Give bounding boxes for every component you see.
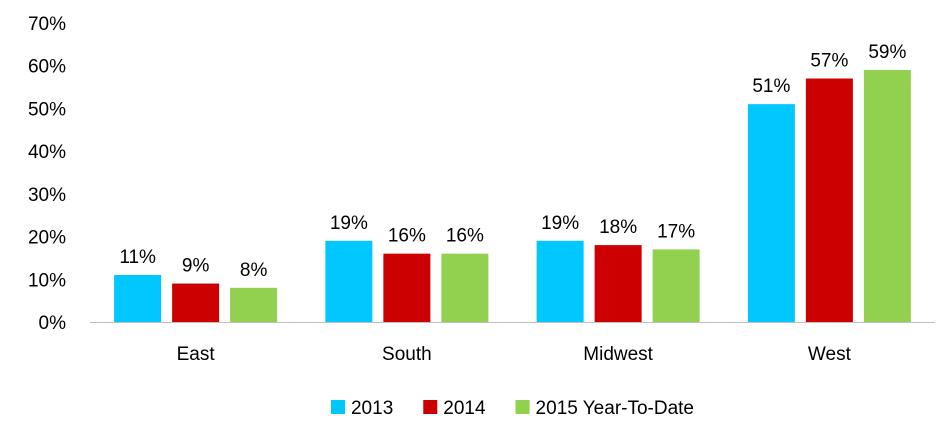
y-axis: 0% 10% 20% 30% 40% 50% 60% 70% [28, 14, 66, 334]
bar-west-2013 [747, 104, 795, 323]
x-category-label: West [808, 344, 852, 365]
y-tick-label: 40% [28, 142, 66, 163]
legend: 2013 2014 2015 Year-To-Date [330, 398, 694, 419]
legend-label: 2013 [351, 398, 393, 419]
y-tick-label: 30% [28, 185, 66, 206]
y-tick-label: 60% [28, 57, 66, 78]
bars [114, 69, 911, 323]
bar-west-2014 [805, 78, 853, 323]
legend-swatch [423, 400, 438, 414]
legend-swatch [330, 400, 345, 414]
data-label: 59% [868, 42, 906, 63]
bar-midwest-2014 [594, 245, 642, 322]
data-label: 57% [810, 51, 848, 72]
data-label: 9% [182, 256, 210, 277]
legend-item: 2015 Year-To-Date [515, 398, 694, 419]
data-label: 16% [446, 226, 484, 247]
bar-west-2015-year-to-date [863, 69, 911, 322]
legend-label: 2014 [443, 398, 486, 419]
legend-swatch [515, 400, 530, 414]
bar-midwest-2013 [536, 240, 584, 322]
data-label: 11% [119, 247, 156, 268]
legend-item: 2013 [330, 398, 393, 419]
x-category-label: Midwest [583, 344, 653, 365]
y-tick-label: 70% [28, 14, 66, 35]
x-category-label: South [382, 344, 432, 365]
bar-south-2014 [383, 253, 431, 322]
bar-east-2013 [114, 275, 162, 322]
legend-item: 2014 [423, 398, 486, 419]
data-labels: 11% 9% 8% 19% 16% 16% 19% 18% 17% 51% 57% 59% [119, 42, 906, 281]
y-tick-label: 10% [28, 270, 66, 291]
x-axis: East South Midwest West [90, 322, 935, 365]
data-label: 8% [240, 260, 268, 281]
data-label: 51% [752, 76, 790, 97]
legend-label: 2015 Year-To-Date [536, 398, 694, 419]
y-tick-label: 20% [28, 228, 66, 249]
data-label: 16% [388, 226, 426, 247]
y-tick-label: 50% [28, 99, 66, 120]
bar-midwest-2015-year-to-date [652, 249, 700, 322]
data-label: 18% [599, 217, 637, 238]
bar-south-2015-year-to-date [441, 253, 489, 322]
data-label: 17% [657, 221, 695, 242]
data-label: 19% [541, 213, 579, 234]
bar-east-2015-year-to-date [230, 287, 278, 322]
y-tick-label: 0% [39, 313, 67, 334]
data-label: 19% [330, 213, 368, 234]
x-category-label: East [177, 344, 216, 365]
bar-south-2013 [325, 240, 373, 322]
bar-east-2014 [172, 283, 220, 322]
